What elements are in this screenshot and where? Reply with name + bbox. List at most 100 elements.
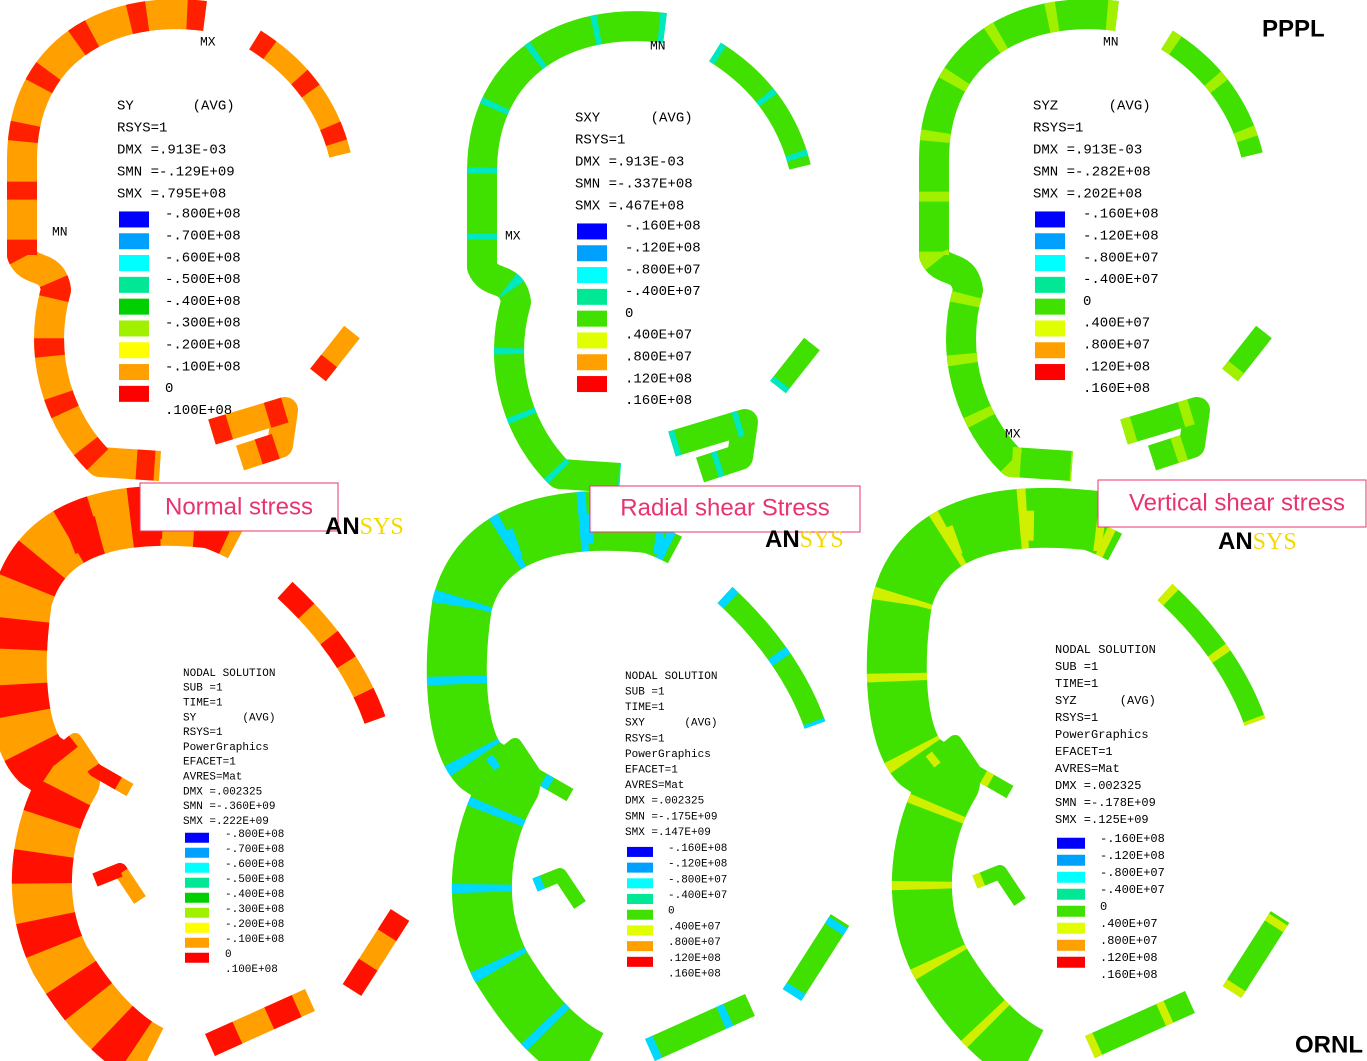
legend-swatch — [1035, 364, 1065, 381]
legend-label: 0 — [225, 949, 232, 961]
extreme-marker: MN — [52, 224, 68, 239]
legend-swatch — [119, 364, 149, 381]
legend-swatch — [185, 922, 209, 933]
legend-swatch — [119, 298, 149, 315]
legend-swatch — [185, 892, 209, 903]
legend-label: -.160E+08 — [625, 219, 701, 235]
legend-header-line: SMX =.795E+08 — [117, 187, 226, 203]
legend-header-line: SMN =-.178E+09 — [1055, 796, 1156, 810]
legend-label: .400E+07 — [1083, 316, 1150, 332]
legend-label: -.700E+08 — [225, 844, 284, 856]
legend-label: .800E+07 — [1100, 934, 1158, 948]
legend-label: -.600E+08 — [225, 859, 284, 871]
legend-header-line: SMN =-.175E+09 — [625, 811, 717, 823]
legend-label: 0 — [625, 306, 633, 322]
legend-label: .400E+07 — [1100, 917, 1158, 931]
legend-label: -.200E+08 — [225, 919, 284, 931]
legend-label: -.300E+08 — [165, 316, 241, 332]
legend-label: -.400E+07 — [668, 890, 727, 902]
legend-label: .800E+07 — [1083, 338, 1150, 354]
legend-label: -.800E+08 — [225, 829, 284, 841]
legend-swatch — [577, 288, 607, 305]
ansys-logo: ANSYS — [1218, 528, 1297, 555]
legend-swatch — [577, 332, 607, 349]
legend-header-line: DMX =.913E-03 — [117, 143, 226, 159]
legend-header-line: SUB =1 — [1055, 660, 1098, 674]
caption: Radial shear Stress — [620, 494, 829, 521]
legend-header-line: SMX =.125E+09 — [1055, 813, 1149, 827]
legend-swatch — [185, 862, 209, 873]
legend-label: .160E+08 — [625, 393, 692, 409]
legend-label: -.400E+07 — [625, 284, 701, 300]
legend-header-line: RSYS=1 — [1055, 711, 1098, 725]
legend-header-line: AVRES=Mat — [183, 772, 242, 784]
legend-header-line: EFACET=1 — [183, 757, 236, 769]
legend-label: -.500E+08 — [165, 272, 241, 288]
legend-swatch — [1035, 211, 1065, 228]
legend-swatch — [119, 211, 149, 228]
legend-header-line: RSYS=1 — [117, 121, 167, 137]
legend-swatch — [119, 255, 149, 272]
legend-header-line: DMX =.002325 — [625, 796, 704, 808]
legend-header-line: SMX =.147E+09 — [625, 827, 711, 839]
legend-swatch — [577, 267, 607, 284]
extreme-marker: MX — [200, 34, 216, 49]
legend-label: .120E+08 — [625, 371, 692, 387]
legend-header-line: SXY (AVG) — [625, 718, 717, 730]
caption: Normal stress — [165, 493, 313, 520]
legend-label: -.800E+07 — [625, 262, 701, 278]
legend-swatch — [627, 878, 653, 889]
legend-header-line: SMN =-.360E+09 — [183, 801, 275, 813]
logo-part: AN — [1218, 528, 1253, 555]
legend-header-line: TIME=1 — [183, 698, 223, 710]
caption-box — [1097, 479, 1367, 528]
legend-swatch — [577, 376, 607, 393]
legend-swatch — [1057, 922, 1085, 934]
legend-header-line: DMX =.913E-03 — [575, 155, 684, 171]
legend-label: -.160E+08 — [668, 843, 727, 855]
legend-header-line: PowerGraphics — [1055, 728, 1149, 742]
legend-label: -.700E+08 — [165, 229, 241, 245]
legend-swatch — [627, 846, 653, 857]
legend-label: -.800E+07 — [668, 874, 727, 886]
legend-swatch — [627, 909, 653, 920]
legend-swatch — [1035, 276, 1065, 293]
legend-label: -.400E+07 — [1083, 272, 1159, 288]
legend-header-line: SMN =-.337E+08 — [575, 177, 693, 193]
legend-header-line: NODAL SOLUTION — [183, 668, 275, 680]
ansys-logo: ANSYS — [325, 513, 404, 540]
legend-header-line: RSYS=1 — [183, 727, 223, 739]
legend-swatch — [185, 952, 209, 963]
legend-header-line: SMX =.467E+08 — [575, 199, 684, 215]
legend-header-line: SY (AVG) — [183, 712, 275, 724]
legend-header-line: EFACET=1 — [625, 765, 678, 777]
caption: Vertical shear stress — [1129, 489, 1345, 516]
legend-header-line: SMN =-.282E+08 — [1033, 165, 1151, 181]
legend-label: -.400E+08 — [225, 889, 284, 901]
legend-label: -.100E+08 — [225, 934, 284, 946]
legend-label: .800E+07 — [625, 350, 692, 366]
legend-header-line: TIME=1 — [625, 702, 665, 714]
legend-swatch — [1057, 905, 1085, 917]
legend-header-line: PowerGraphics — [625, 749, 711, 761]
legend-swatch — [627, 941, 653, 952]
legend-swatch — [185, 907, 209, 918]
legend-label: -.500E+08 — [225, 874, 284, 886]
logo-part: SYS — [360, 514, 404, 540]
legend-label: .100E+08 — [165, 403, 232, 419]
legend-swatch — [1057, 854, 1085, 866]
legend-swatch — [119, 320, 149, 337]
legend-label: .400E+07 — [625, 328, 692, 344]
legend-swatch — [1035, 320, 1065, 337]
legend-label: -.800E+07 — [1083, 250, 1159, 266]
legend-label: -.120E+08 — [1100, 849, 1165, 863]
legend-swatch — [119, 385, 149, 402]
legend-label: -.600E+08 — [165, 250, 241, 266]
legend-label: -.800E+07 — [1100, 866, 1165, 880]
legend-header-line: PowerGraphics — [183, 742, 269, 754]
legend-header-line: AVRES=Mat — [625, 780, 684, 792]
legend-header-line: SYZ (AVG) — [1055, 694, 1156, 708]
legend-label: .160E+08 — [1100, 968, 1158, 982]
legend-label: -.400E+07 — [1100, 883, 1165, 897]
